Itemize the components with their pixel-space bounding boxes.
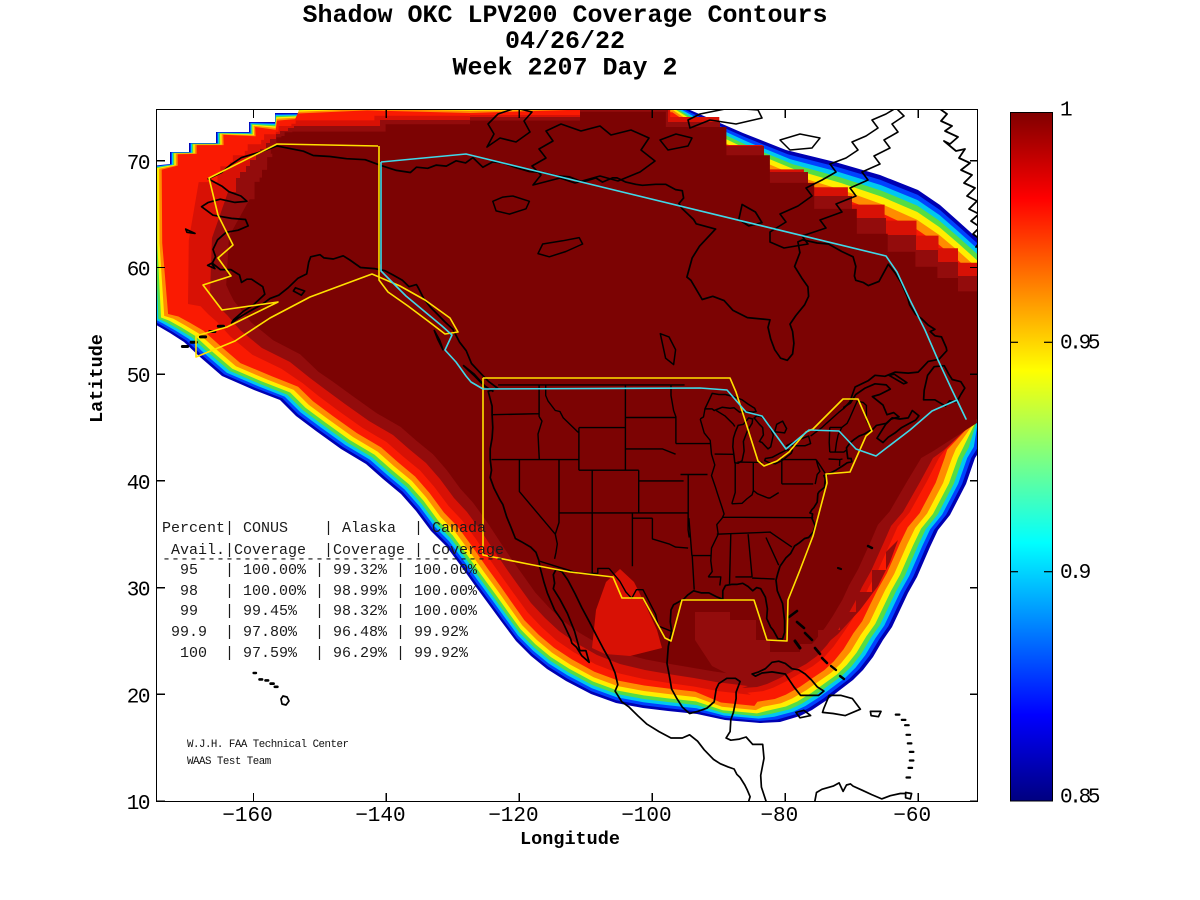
svg-text:30: 30 xyxy=(127,580,150,603)
svg-text:50: 50 xyxy=(127,366,150,389)
svg-text:−80: −80 xyxy=(760,805,798,828)
svg-text:99 | 99.45% | 98.32% | 100.: 99 | 99.45% | 98.32% | 100.00% xyxy=(162,603,478,620)
svg-text:40: 40 xyxy=(127,473,150,496)
svg-text:04/26/22: 04/26/22 xyxy=(505,27,625,56)
svg-text:0.9: 0.9 xyxy=(1060,562,1091,585)
svg-text:Week 2207 Day 2: Week 2207 Day 2 xyxy=(452,54,677,83)
svg-text:99.9 | 97.80% | 96.48% | 99.: 99.9 | 97.80% | 96.48% | 99.92% xyxy=(162,624,469,641)
svg-text:Latitude: Latitude xyxy=(87,334,108,423)
svg-text:−120: −120 xyxy=(488,805,538,828)
svg-text:------------------------------: -------------------------------------- xyxy=(162,551,504,568)
svg-text:−160: −160 xyxy=(222,805,272,828)
svg-text:WAAS Test Team: WAAS Test Team xyxy=(187,756,271,768)
svg-text:Percent| CONUS | Alaska |: Percent| CONUS | Alaska | Canada xyxy=(162,520,486,537)
svg-text:Avail.|Coverage |Coverage | C: Avail.|Coverage |Coverage | Coverage xyxy=(162,542,504,559)
svg-text:20: 20 xyxy=(127,686,150,709)
svg-text:60: 60 xyxy=(127,260,150,283)
svg-text:10: 10 xyxy=(127,793,150,816)
svg-text:Shadow OKC LPV200 Coverage Con: Shadow OKC LPV200 Coverage Contours xyxy=(302,1,827,30)
svg-text:−140: −140 xyxy=(355,805,405,828)
svg-text:0.85: 0.85 xyxy=(1060,787,1100,810)
svg-text:0.95: 0.95 xyxy=(1060,333,1100,356)
svg-text:95 | 100.00% | 99.32% | 100.: 95 | 100.00% | 99.32% | 100.00% xyxy=(162,562,478,579)
svg-text:W.J.H. FAA Technical Center: W.J.H. FAA Technical Center xyxy=(187,739,348,751)
svg-text:−100: −100 xyxy=(621,805,671,828)
svg-text:70: 70 xyxy=(127,153,150,176)
svg-text:98 | 100.00% | 98.99% | 100.: 98 | 100.00% | 98.99% | 100.00% xyxy=(162,583,478,600)
svg-text:Longitude: Longitude xyxy=(520,829,620,850)
svg-text:100 | 97.59% | 96.29% | 99.9: 100 | 97.59% | 96.29% | 99.92% xyxy=(162,645,469,662)
svg-text:−60: −60 xyxy=(893,805,931,828)
